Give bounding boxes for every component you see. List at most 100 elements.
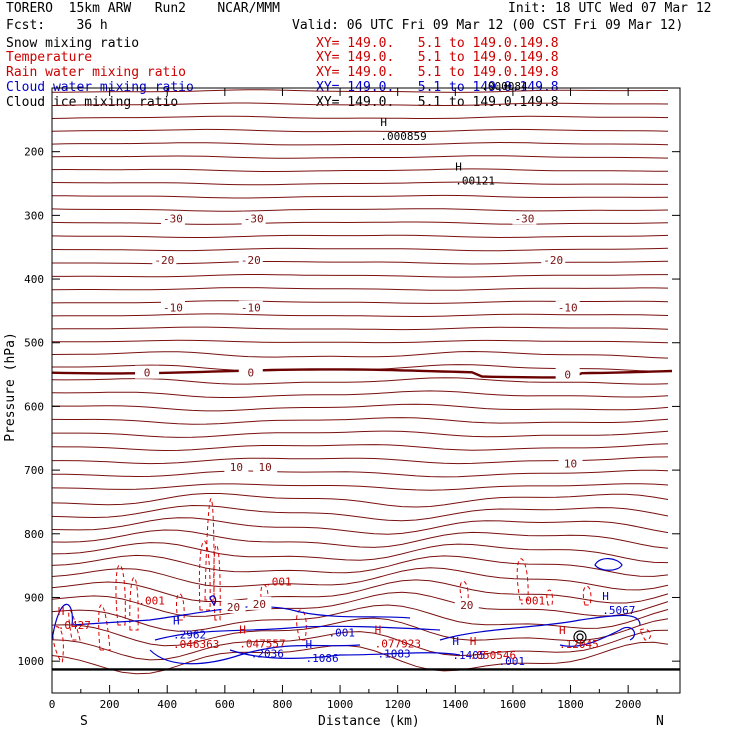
isotherm-line <box>51 493 669 508</box>
isotherm-line <box>51 326 669 331</box>
x-tick-label: 400 <box>157 698 177 711</box>
max-marker-h: H <box>380 116 387 129</box>
max-value-label: .5067 <box>602 604 635 617</box>
isotherm-label: -20 <box>241 254 261 267</box>
y-tick-label: 900 <box>24 591 44 604</box>
max-value-label: .2962 <box>173 628 206 641</box>
isotherm-label-bg <box>241 211 266 225</box>
x-axis-end-label: N <box>656 714 664 729</box>
max-value-label: .046363 <box>173 638 219 651</box>
isotherm-line <box>51 390 669 398</box>
isotherm-line <box>51 377 669 385</box>
isotherm-label: 20 <box>460 599 473 612</box>
rain-contour <box>516 558 529 601</box>
isotherm-label: -30 <box>244 213 264 226</box>
isotherm-label: -10 <box>558 302 578 315</box>
isotherm-label: 10 <box>564 458 577 471</box>
max-value-label: .1405 <box>452 649 485 662</box>
isotherm-label: -20 <box>154 254 174 267</box>
x-tick-label: 1400 <box>442 698 469 711</box>
isotherm-label-bg <box>558 456 583 470</box>
max-value-label: .000859 <box>380 130 426 143</box>
valid-time: Valid: 06 UTC Fri 09 Mar 12 (00 CST Fri … <box>292 18 684 33</box>
isotherm-label: 0 <box>564 369 571 382</box>
isotherm-label: -20 <box>543 254 563 267</box>
y-tick-label: 1000 <box>18 655 45 668</box>
max-value-label: .001 <box>138 595 165 608</box>
y-tick-label: 600 <box>24 400 44 413</box>
max-marker-h: H <box>58 605 65 618</box>
max-value-label: .00121 <box>455 174 495 187</box>
x-tick-label: 800 <box>273 698 293 711</box>
rain-contour <box>52 626 64 665</box>
max-marker-h: H <box>173 614 180 627</box>
isotherm-line <box>51 403 669 412</box>
isotherm-line <box>51 115 669 119</box>
isotherm-line <box>51 102 669 107</box>
max-value-label: .000084 <box>481 80 528 93</box>
x-tick-label: 0 <box>49 698 56 711</box>
x-axis-start-label: S <box>80 714 88 729</box>
isotherm-label-bg <box>238 365 263 379</box>
isotherm-label: -10 <box>163 302 183 315</box>
init-time: Init: 18 UTC Wed 07 Mar 12 <box>508 1 712 16</box>
isotherm-line <box>51 339 669 344</box>
max-value-label: .0427 <box>58 619 91 632</box>
isotherm-line <box>51 443 669 452</box>
max-value-label: .1086 <box>306 652 339 665</box>
isotherm-label: 20 <box>253 598 266 611</box>
isotherm-label-bg <box>238 300 263 314</box>
isotherm-line <box>52 430 669 438</box>
field-xy-snow: XY= 149.0. 5.1 to 149.0.149.8 <box>316 36 559 51</box>
isotherm-line <box>51 181 668 186</box>
isotherm-line <box>51 313 669 318</box>
max-marker-h: H <box>559 624 566 637</box>
rain-contour <box>639 628 651 641</box>
field-xy-rain: XY= 149.0. 5.1 to 149.0.149.8 <box>316 65 559 80</box>
max-marker-h: H <box>306 638 313 651</box>
max-value-label: .001 <box>499 655 526 668</box>
cloud-ice-contour <box>576 633 584 641</box>
isotherm-line <box>51 554 669 577</box>
isotherm-line <box>51 529 669 549</box>
field-xy-temperature: XY= 149.0. 5.1 to 149.0.149.8 <box>316 50 559 65</box>
cloud-water-contour <box>149 644 361 665</box>
y-tick-label: 500 <box>24 337 44 350</box>
max-value-label: .12045 <box>559 638 599 651</box>
x-tick-label: 1200 <box>384 698 411 711</box>
cloud-ice-contour <box>573 630 587 644</box>
isotherm-line <box>51 604 669 632</box>
isotherm-label-bg <box>160 300 185 314</box>
isotherm-line <box>51 567 669 591</box>
isotherm-label: 20 <box>227 601 240 614</box>
isotherm-line <box>51 247 669 252</box>
isotherm-line <box>51 350 669 359</box>
field-name-rain: Rain water mixing ratio <box>6 65 187 80</box>
max-value-label: .001 <box>265 576 292 589</box>
isotherm-label-bg <box>253 459 278 473</box>
rain-contour <box>546 589 553 606</box>
isotherm-label: -30 <box>515 213 535 226</box>
y-tick-label: 800 <box>24 528 44 541</box>
rain-contour <box>296 609 307 641</box>
isotherm-label-bg <box>541 252 566 266</box>
cloud-water-contour <box>594 558 623 571</box>
isotherm-label-bg <box>160 211 185 225</box>
max-value-label: .077923 <box>375 637 421 650</box>
max-value-label: .2036 <box>251 648 284 661</box>
rain-contour <box>213 544 221 621</box>
max-value-label: .001 <box>519 595 546 608</box>
cloud-water-contour <box>559 626 635 647</box>
isotherm-label: 10 <box>230 461 243 474</box>
isotherm-label-bg <box>238 252 263 266</box>
isotherm-line <box>52 469 669 478</box>
isotherm-line <box>51 168 669 172</box>
isotherm-label-bg <box>555 300 580 314</box>
isotherm-label: -30 <box>163 213 183 226</box>
isotherm-label-bg <box>221 600 246 614</box>
max-marker-h: H <box>470 635 477 648</box>
isotherm-label-bg <box>152 252 177 266</box>
cloud-water-contour <box>209 595 217 607</box>
isotherm-label: 0 <box>247 367 254 380</box>
field-name-snow: Snow mixing ratio <box>6 36 140 51</box>
